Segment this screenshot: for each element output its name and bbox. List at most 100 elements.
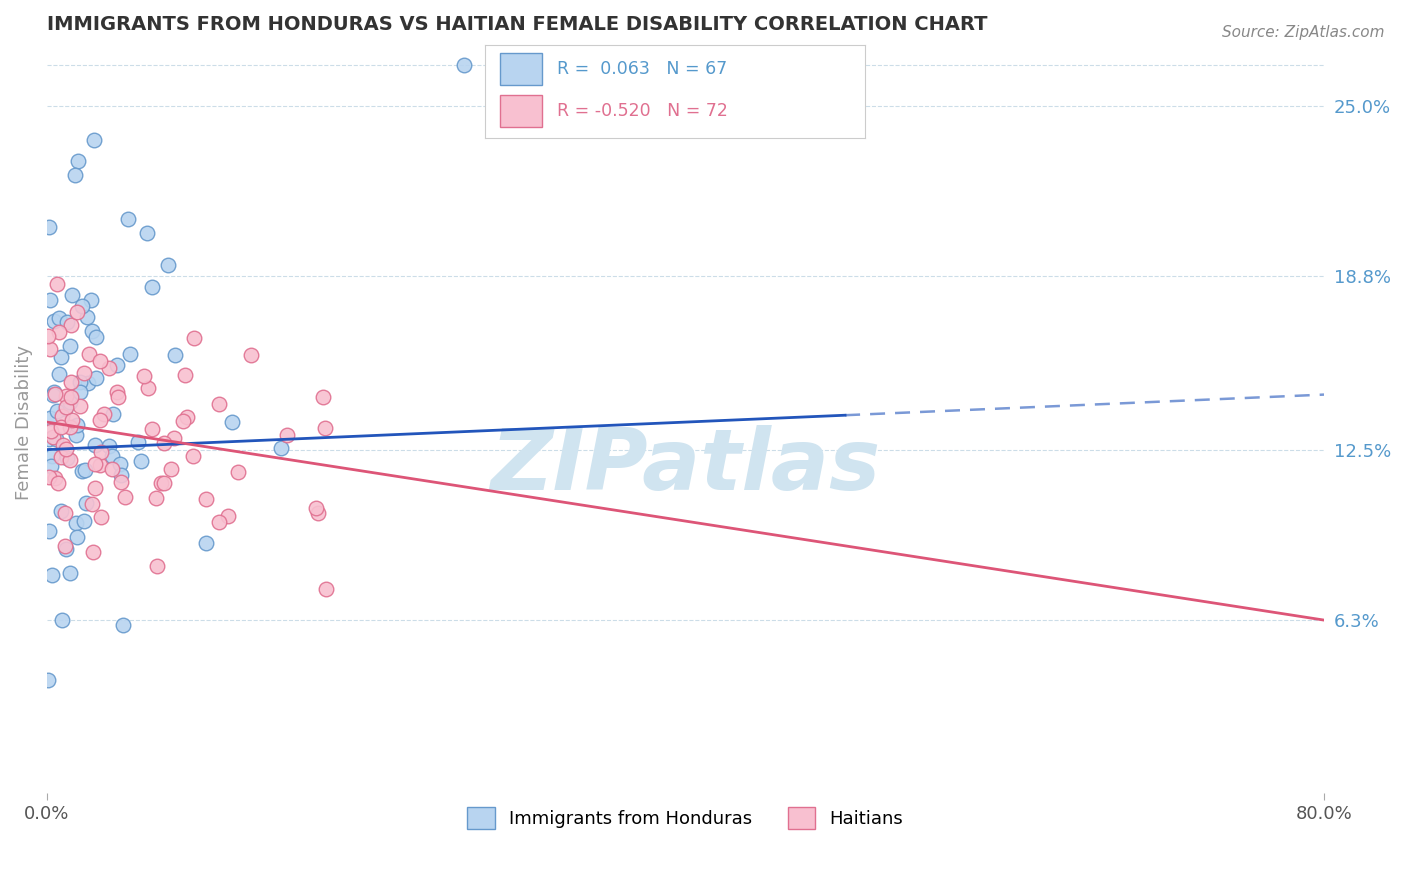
Point: [98, 360, 121, 375]
Point: [45, 432, 67, 446]
Point: [270, 442, 292, 456]
Point: [77, 346, 100, 360]
Y-axis label: Female Disability: Female Disability: [15, 344, 32, 500]
Legend: Immigrants from Honduras, Haitians: Immigrants from Honduras, Haitians: [460, 800, 911, 837]
Point: [315, 582, 337, 597]
Point: [38, 220, 60, 235]
Point: [41, 568, 63, 582]
Point: [63, 168, 86, 182]
Point: [172, 413, 194, 427]
Point: [46, 277, 69, 291]
Point: [110, 467, 132, 482]
Point: [176, 410, 198, 425]
Point: [51, 613, 73, 627]
Point: [55, 400, 77, 414]
Point: [90, 444, 112, 458]
Point: [59, 453, 82, 467]
Text: R =  0.063   N = 67: R = 0.063 N = 67: [557, 60, 727, 78]
Point: [53, 539, 76, 553]
Point: [44, 314, 66, 328]
Point: [45, 404, 67, 418]
Point: [165, 348, 187, 362]
Point: [117, 211, 139, 226]
Point: [73, 514, 96, 528]
Point: [101, 449, 124, 463]
Point: [98, 439, 121, 453]
Point: [69, 375, 91, 389]
Point: [44, 384, 66, 399]
Point: [55, 442, 77, 456]
Point: [221, 415, 243, 429]
Point: [59, 566, 82, 580]
Point: [56, 451, 79, 466]
Point: [314, 421, 336, 435]
Point: [84, 330, 107, 344]
Point: [207, 396, 229, 410]
Point: [145, 491, 167, 505]
Point: [217, 509, 239, 524]
Point: [44, 387, 66, 401]
Text: IMMIGRANTS FROM HONDURAS VS HAITIAN FEMALE DISABILITY CORRELATION CHART: IMMIGRANTS FROM HONDURAS VS HAITIAN FEMA…: [46, 15, 987, 34]
Point: [76, 376, 98, 391]
Point: [51, 409, 73, 423]
Point: [146, 559, 169, 574]
Point: [42, 388, 65, 402]
Point: [100, 461, 122, 475]
Point: [90, 510, 112, 524]
Point: [83, 132, 105, 146]
Point: [75, 496, 97, 510]
Point: [153, 476, 176, 491]
Point: [312, 390, 335, 404]
Point: [111, 617, 134, 632]
Point: [37, 673, 59, 687]
Text: ZIPatlas: ZIPatlas: [491, 425, 880, 508]
Point: [49, 351, 72, 365]
Point: [105, 358, 128, 372]
Point: [60, 390, 83, 404]
Point: [38, 469, 60, 483]
Point: [39, 293, 62, 307]
Point: [129, 454, 152, 468]
Text: Source: ZipAtlas.com: Source: ZipAtlas.com: [1222, 25, 1385, 40]
Point: [156, 258, 179, 272]
Point: [453, 57, 475, 71]
Point: [173, 368, 195, 382]
Point: [52, 438, 75, 452]
Point: [39, 459, 62, 474]
Point: [48, 368, 70, 382]
Point: [53, 506, 76, 520]
Point: [66, 417, 89, 432]
Point: [60, 318, 83, 332]
Point: [181, 449, 204, 463]
Point: [118, 347, 141, 361]
Point: [60, 375, 83, 389]
Point: [49, 420, 72, 434]
Point: [65, 516, 87, 530]
Point: [82, 324, 104, 338]
Point: [110, 457, 132, 471]
Point: [38, 524, 60, 539]
Point: [82, 497, 104, 511]
Point: [76, 310, 98, 324]
Point: [38, 432, 60, 446]
Point: [69, 399, 91, 413]
Point: [80, 293, 103, 307]
Point: [39, 411, 62, 425]
Point: [65, 427, 87, 442]
Point: [70, 464, 93, 478]
Point: [136, 381, 159, 395]
Point: [56, 315, 79, 329]
Point: [51, 450, 73, 465]
Point: [73, 366, 96, 380]
Point: [59, 338, 82, 352]
Point: [110, 475, 132, 489]
Point: [163, 431, 186, 445]
Point: [53, 402, 76, 417]
Point: [59, 419, 82, 434]
Point: [160, 462, 183, 476]
Point: [55, 389, 77, 403]
Point: [84, 457, 107, 471]
Point: [37, 329, 59, 343]
Point: [69, 385, 91, 400]
Point: [55, 542, 77, 557]
